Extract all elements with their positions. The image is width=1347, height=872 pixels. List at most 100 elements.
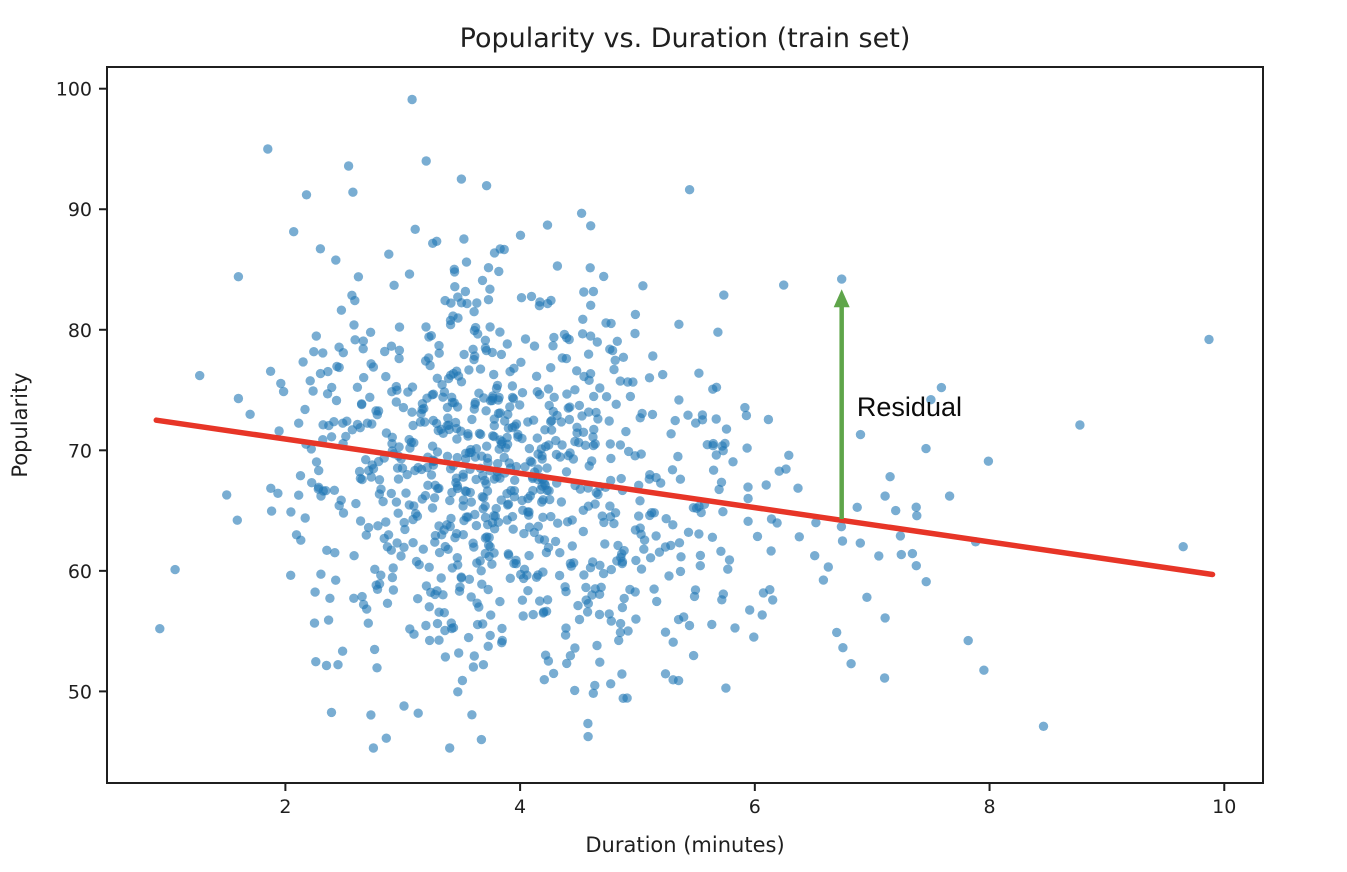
scatter-point	[718, 507, 728, 517]
scatter-point	[409, 629, 419, 639]
scatter-point	[307, 478, 317, 488]
scatter-point	[523, 493, 533, 504]
scatter-point	[452, 553, 462, 563]
scatter-point	[482, 532, 492, 542]
scatter-point	[356, 399, 367, 409]
scatter-point	[611, 399, 621, 409]
scatter-point	[649, 508, 659, 518]
scatter-point	[526, 291, 537, 302]
scatter-point	[560, 582, 570, 592]
scatter-point	[464, 365, 474, 375]
scatter-point	[472, 298, 482, 308]
scatter-point	[556, 497, 567, 507]
scatter-point	[442, 402, 453, 413]
scatter-point	[891, 505, 901, 516]
scatter-point	[576, 208, 587, 218]
scatter-point	[420, 417, 430, 427]
scatter-point	[474, 602, 484, 612]
scatter-point	[586, 221, 596, 231]
scatter-point	[743, 482, 753, 492]
scatter-point	[329, 417, 339, 427]
scatter-point	[424, 602, 434, 612]
scatter-point	[573, 600, 583, 611]
scatter-point	[604, 416, 614, 426]
scatter-point	[719, 290, 729, 300]
scatter-point	[300, 404, 310, 415]
scatter-point	[810, 551, 820, 561]
scatter-point	[587, 456, 597, 466]
scatter-point	[507, 511, 518, 522]
scatter-point	[542, 595, 553, 605]
scatter-point	[334, 342, 344, 352]
scatter-point	[516, 357, 526, 367]
scatter-point	[322, 389, 333, 399]
scatter-point	[170, 564, 180, 575]
scatter-point	[513, 429, 523, 440]
scatter-point	[598, 568, 609, 579]
scatter-point	[315, 368, 326, 379]
scatter-point	[408, 538, 418, 548]
scatter-point	[1038, 721, 1049, 731]
scatter-point	[623, 377, 633, 387]
scatter-point	[458, 495, 469, 505]
scatter-point	[565, 651, 576, 661]
scatter-point	[416, 464, 427, 475]
chart-title: Popularity vs. Duration (train set)	[460, 23, 911, 54]
residual-annotation-label: Residual	[857, 392, 962, 422]
scatter-point	[391, 397, 401, 407]
scatter-point	[575, 484, 585, 494]
scatter-point	[551, 449, 562, 460]
scatter-point	[413, 594, 423, 604]
scatter-point	[442, 520, 452, 530]
scatter-point	[524, 522, 535, 532]
scatter-point	[594, 589, 605, 599]
scatter-point	[311, 657, 321, 667]
scatter-point	[695, 550, 706, 561]
scatter-point	[330, 548, 340, 558]
scatter-point	[155, 624, 165, 634]
scatter-point	[481, 479, 491, 489]
scatter-point	[480, 548, 490, 559]
scatter-point	[534, 389, 545, 400]
scatter-point	[695, 561, 705, 571]
scatter-point	[862, 592, 872, 602]
scatter-point	[610, 355, 620, 365]
scatter-point	[880, 613, 890, 623]
scatter-point	[534, 301, 545, 311]
scatter-point	[338, 508, 349, 518]
scatter-point	[963, 635, 973, 646]
scatter-point	[352, 382, 363, 392]
scatter-point	[489, 524, 500, 534]
scatter-point	[453, 292, 463, 302]
scatter-point	[617, 602, 628, 613]
scatter-point	[343, 161, 354, 171]
scatter-point	[542, 220, 553, 230]
scatter-point	[563, 451, 573, 461]
scatter-point	[323, 366, 333, 377]
scatter-point	[874, 551, 884, 561]
scatter-point	[370, 564, 380, 574]
scatter-point	[1075, 420, 1085, 430]
scatter-point	[428, 415, 438, 426]
scatter-point	[433, 425, 443, 436]
scatter-point	[478, 470, 488, 481]
scatter-point	[730, 623, 740, 633]
scatter-point	[779, 280, 789, 290]
scatter-point	[610, 508, 621, 518]
scatter-point	[837, 274, 847, 284]
scatter-point	[318, 420, 328, 430]
scatter-point	[358, 336, 368, 346]
scatter-point	[459, 234, 469, 244]
scatter-point	[361, 455, 371, 465]
scatter-point	[564, 414, 575, 425]
scatter-point	[666, 540, 676, 551]
scatter-point	[355, 516, 366, 526]
scatter-point	[583, 731, 593, 742]
scatter-point	[440, 652, 451, 662]
scatter-point	[543, 384, 554, 394]
scatter-point	[749, 632, 759, 642]
scatter-point	[505, 573, 515, 583]
scatter-point	[911, 502, 921, 512]
